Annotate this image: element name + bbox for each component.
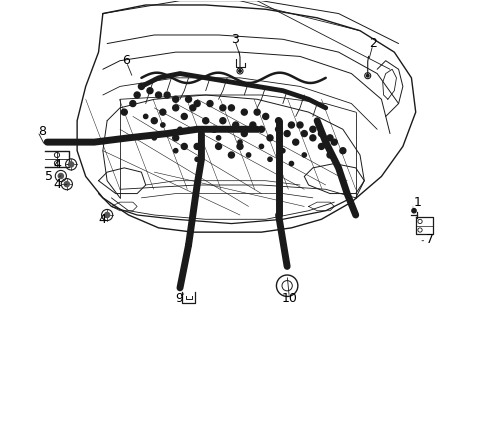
Text: 3: 3: [231, 33, 239, 46]
Circle shape: [254, 109, 260, 115]
Text: 4: 4: [53, 178, 61, 191]
Text: 10: 10: [281, 292, 297, 305]
Circle shape: [144, 114, 148, 119]
Circle shape: [160, 109, 166, 115]
Circle shape: [186, 96, 192, 102]
Text: 9: 9: [175, 292, 183, 305]
Circle shape: [327, 135, 333, 141]
Text: 4: 4: [98, 213, 106, 226]
Text: 1: 1: [414, 197, 421, 209]
Circle shape: [161, 123, 165, 127]
Circle shape: [121, 109, 127, 115]
Circle shape: [173, 105, 179, 111]
Circle shape: [297, 122, 303, 128]
Circle shape: [134, 92, 140, 98]
Circle shape: [174, 149, 178, 153]
Circle shape: [267, 135, 273, 141]
Circle shape: [250, 122, 256, 128]
Circle shape: [233, 122, 239, 128]
Circle shape: [216, 136, 221, 140]
Circle shape: [284, 131, 290, 137]
Circle shape: [64, 181, 70, 187]
Circle shape: [69, 162, 74, 167]
Circle shape: [327, 152, 333, 158]
Circle shape: [268, 157, 272, 161]
Circle shape: [164, 92, 170, 98]
Circle shape: [331, 139, 337, 145]
Circle shape: [105, 212, 110, 218]
Circle shape: [156, 92, 162, 98]
Circle shape: [263, 114, 269, 120]
Text: 7: 7: [426, 233, 434, 246]
Circle shape: [207, 101, 213, 107]
Circle shape: [194, 144, 200, 149]
Circle shape: [194, 101, 200, 107]
Circle shape: [310, 135, 316, 141]
Text: 8: 8: [38, 125, 46, 138]
Circle shape: [241, 131, 247, 137]
Circle shape: [281, 149, 285, 153]
Circle shape: [58, 173, 63, 178]
Circle shape: [220, 105, 226, 111]
Circle shape: [181, 144, 187, 149]
Circle shape: [258, 126, 264, 132]
Circle shape: [412, 209, 416, 213]
Circle shape: [195, 157, 199, 161]
Circle shape: [138, 83, 144, 89]
Circle shape: [366, 74, 369, 77]
Circle shape: [288, 122, 294, 128]
Circle shape: [173, 135, 179, 141]
Circle shape: [310, 126, 316, 132]
Circle shape: [211, 126, 217, 132]
Circle shape: [147, 88, 153, 94]
Circle shape: [130, 101, 136, 107]
Circle shape: [276, 118, 282, 124]
Circle shape: [237, 144, 243, 149]
Text: 2: 2: [369, 37, 377, 50]
Text: 5: 5: [45, 170, 53, 183]
Circle shape: [220, 118, 226, 124]
Circle shape: [318, 144, 324, 149]
Text: 6: 6: [122, 54, 131, 67]
Circle shape: [293, 139, 299, 145]
Circle shape: [178, 127, 182, 132]
Circle shape: [152, 136, 156, 140]
Circle shape: [151, 118, 157, 124]
Circle shape: [318, 131, 324, 137]
Circle shape: [246, 153, 251, 157]
Text: 4: 4: [53, 158, 61, 171]
Circle shape: [216, 144, 222, 149]
Circle shape: [239, 70, 241, 72]
Circle shape: [259, 144, 264, 149]
Circle shape: [289, 161, 294, 166]
Circle shape: [203, 118, 209, 124]
Circle shape: [228, 105, 234, 111]
Circle shape: [238, 140, 242, 144]
Circle shape: [340, 148, 346, 154]
Circle shape: [228, 152, 234, 158]
Circle shape: [301, 131, 307, 137]
Circle shape: [190, 105, 196, 111]
Circle shape: [302, 153, 306, 157]
Circle shape: [276, 126, 282, 132]
Circle shape: [181, 114, 187, 120]
Circle shape: [241, 109, 247, 115]
Circle shape: [173, 96, 179, 102]
